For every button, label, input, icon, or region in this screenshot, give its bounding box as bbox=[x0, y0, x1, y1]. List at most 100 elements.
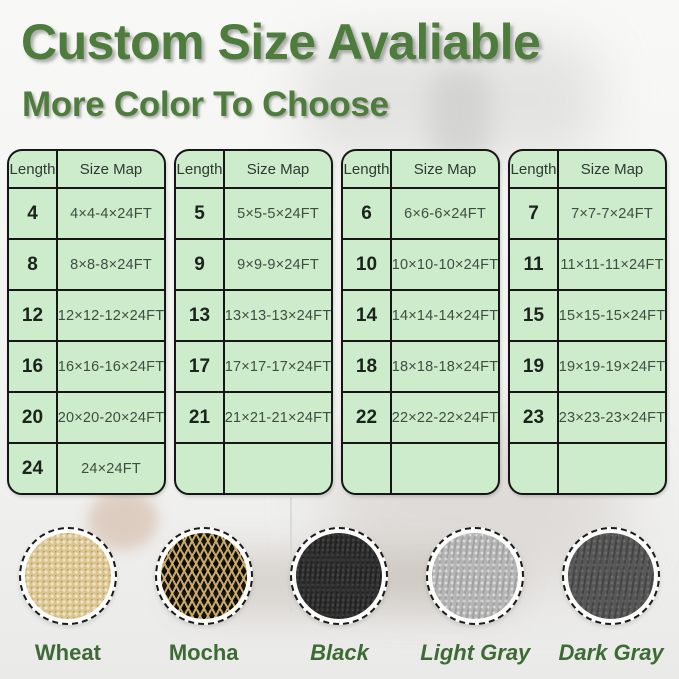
table-row-empty bbox=[176, 442, 331, 493]
length-value: 5 bbox=[176, 189, 225, 238]
size-table-3: Length Size Map 6 6×6-6×24FT 10 10×10-10… bbox=[341, 149, 500, 495]
length-column-header: Length bbox=[343, 151, 392, 187]
length-column-header: Length bbox=[510, 151, 559, 187]
table-row: 7 7×7-7×24FT bbox=[510, 187, 665, 238]
page-subtitle: More Color To Choose bbox=[22, 85, 389, 124]
size-map-value: 19×19-19×24FT bbox=[559, 358, 665, 375]
length-value: 20 bbox=[9, 393, 58, 442]
table-row: 16 16×16-16×24FT bbox=[9, 340, 164, 391]
table-header-row: Length Size Map bbox=[510, 151, 665, 187]
length-value: 8 bbox=[9, 240, 58, 289]
table-row: 22 22×22-22×24FT bbox=[343, 391, 498, 442]
length-column-header: Length bbox=[9, 151, 58, 187]
color-label-wheat: Wheat bbox=[34, 640, 101, 665]
size-map-value: 18×18-18×24FT bbox=[392, 358, 498, 375]
length-value: 16 bbox=[9, 342, 58, 391]
table-row: 4 4×4-4×24FT bbox=[9, 187, 164, 238]
table-row: 23 23×23-23×24FT bbox=[510, 391, 665, 442]
table-row: 8 8×8-8×24FT bbox=[9, 238, 164, 289]
size-map-value bbox=[225, 444, 331, 493]
dark-gray-fabric-texture bbox=[568, 533, 655, 619]
length-value: 17 bbox=[176, 342, 225, 391]
length-value: 21 bbox=[176, 393, 225, 442]
table-row: 18 18×18-18×24FT bbox=[343, 340, 498, 391]
size-map-value bbox=[392, 444, 498, 493]
length-value: 23 bbox=[510, 393, 559, 442]
size-map-value: 24×24FT bbox=[81, 460, 141, 477]
color-option-dark-gray: Dark Gray bbox=[543, 527, 679, 666]
color-label-mocha: Mocha bbox=[168, 640, 239, 665]
black-swatch-circle bbox=[290, 527, 389, 625]
length-value: 10 bbox=[343, 240, 392, 289]
size-map-value: 5×5-5×24FT bbox=[237, 205, 319, 222]
size-table-4: Length Size Map 7 7×7-7×24FT 11 11×11-11… bbox=[508, 149, 667, 495]
size-table-1: Length Size Map 4 4×4-4×24FT 8 8×8-8×24F… bbox=[7, 149, 166, 495]
size-map-value: 16×16-16×24FT bbox=[58, 358, 164, 375]
size-map-value: 21×21-21×24FT bbox=[225, 409, 331, 426]
size-map-column-header: Size Map bbox=[79, 160, 143, 178]
color-swatches: Wheat Mocha Black Light Gray Dark Gray bbox=[0, 527, 679, 666]
size-map-value: 9×9-9×24FT bbox=[237, 256, 319, 273]
table-row-empty bbox=[510, 442, 665, 493]
length-value: 19 bbox=[510, 342, 559, 391]
background-machine-arm bbox=[430, 70, 490, 160]
size-map-value: 4×4-4×24FT bbox=[70, 205, 152, 222]
length-value: 14 bbox=[343, 291, 392, 340]
size-map-value: 20×20-20×24FT bbox=[58, 409, 164, 426]
length-value: 4 bbox=[9, 189, 58, 238]
table-row: 14 14×14-14×24FT bbox=[343, 289, 498, 340]
wheat-swatch-circle bbox=[18, 527, 117, 625]
size-map-value: 13×13-13×24FT bbox=[225, 307, 331, 324]
length-value: 24 bbox=[9, 444, 58, 493]
light-gray-fabric-texture bbox=[432, 533, 519, 619]
size-map-value: 12×12-12×24FT bbox=[58, 307, 164, 324]
color-label-dark-gray: Dark Gray bbox=[558, 640, 664, 665]
length-value bbox=[176, 444, 225, 493]
table-header-row: Length Size Map bbox=[343, 151, 498, 187]
table-row: 9 9×9-9×24FT bbox=[176, 238, 331, 289]
black-fabric-texture bbox=[296, 533, 383, 619]
table-row: 5 5×5-5×24FT bbox=[176, 187, 331, 238]
length-value: 15 bbox=[510, 291, 559, 340]
table-row: 17 17×17-17×24FT bbox=[176, 340, 331, 391]
size-map-value: 6×6-6×24FT bbox=[404, 205, 486, 222]
length-value: 6 bbox=[343, 189, 392, 238]
mocha-swatch-circle bbox=[154, 527, 253, 625]
length-value: 22 bbox=[343, 393, 392, 442]
page-title: Custom Size Avaliable bbox=[21, 14, 541, 70]
table-header-row: Length Size Map bbox=[176, 151, 331, 187]
mocha-fabric-texture bbox=[160, 533, 247, 619]
table-row: 20 20×20-20×24FT bbox=[9, 391, 164, 442]
length-column-header: Length bbox=[176, 151, 225, 187]
size-map-value bbox=[559, 444, 665, 493]
table-row: 12 12×12-12×24FT bbox=[9, 289, 164, 340]
light-gray-swatch-circle bbox=[426, 527, 525, 625]
size-map-column-header: Size Map bbox=[246, 160, 310, 178]
size-tables: Length Size Map 4 4×4-4×24FT 8 8×8-8×24F… bbox=[7, 149, 667, 495]
size-map-value: 17×17-17×24FT bbox=[225, 358, 331, 375]
length-value bbox=[343, 444, 392, 493]
background-thread-line bbox=[290, 497, 292, 612]
length-value: 18 bbox=[343, 342, 392, 391]
table-header-row: Length Size Map bbox=[9, 151, 164, 187]
wheat-fabric-texture bbox=[24, 533, 111, 619]
color-option-mocha: Mocha bbox=[136, 527, 272, 666]
color-option-light-gray: Light Gray bbox=[407, 527, 543, 666]
length-value bbox=[510, 444, 559, 493]
size-map-value: 7×7-7×24FT bbox=[571, 205, 653, 222]
length-value: 9 bbox=[176, 240, 225, 289]
table-row: 24 24×24FT bbox=[9, 442, 164, 493]
size-table-2: Length Size Map 5 5×5-5×24FT 9 9×9-9×24F… bbox=[174, 149, 333, 495]
table-row-empty bbox=[343, 442, 498, 493]
size-map-column-header: Size Map bbox=[413, 160, 477, 178]
table-row: 11 11×11-11×24FT bbox=[510, 238, 665, 289]
size-map-value: 23×23-23×24FT bbox=[559, 409, 665, 426]
color-option-wheat: Wheat bbox=[0, 527, 136, 666]
length-value: 11 bbox=[510, 240, 559, 289]
table-row: 21 21×21-21×24FT bbox=[176, 391, 331, 442]
color-option-black: Black bbox=[272, 527, 408, 666]
length-value: 12 bbox=[9, 291, 58, 340]
size-map-value: 15×15-15×24FT bbox=[559, 307, 665, 324]
size-map-value: 10×10-10×24FT bbox=[392, 256, 498, 273]
